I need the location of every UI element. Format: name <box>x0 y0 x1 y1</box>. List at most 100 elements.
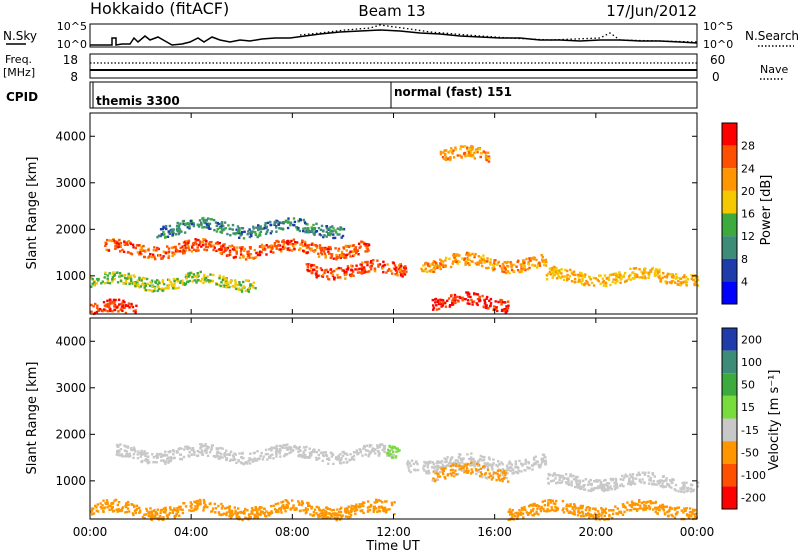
data-cell <box>229 253 232 256</box>
data-cell <box>290 507 293 510</box>
data-cell <box>232 458 235 461</box>
data-cell <box>490 466 494 469</box>
data-cell <box>585 506 588 509</box>
data-cell <box>310 505 314 509</box>
data-cell <box>121 301 124 304</box>
colorbar-tick: 100 <box>741 356 762 369</box>
data-cell <box>468 457 471 461</box>
data-cell <box>341 234 345 238</box>
data-cell <box>463 470 466 474</box>
data-cell <box>250 234 253 238</box>
data-cell <box>590 487 593 490</box>
data-cell <box>470 468 473 471</box>
data-cell <box>229 234 232 237</box>
data-cell <box>398 267 401 271</box>
data-cell <box>309 269 312 273</box>
data-cell <box>345 268 348 271</box>
data-cell <box>670 275 674 279</box>
data-cell <box>489 297 493 301</box>
data-cell <box>134 281 137 284</box>
data-cell <box>169 506 172 509</box>
data-cell <box>460 461 464 464</box>
data-cell <box>392 453 395 456</box>
velocity-colorbar-label: Velocity [m s⁻¹] <box>767 370 782 471</box>
data-cell <box>562 476 565 479</box>
data-cell <box>355 449 359 452</box>
data-cell <box>355 450 358 454</box>
data-cell <box>298 229 302 233</box>
data-cell <box>182 219 185 223</box>
data-cell <box>223 246 227 250</box>
data-cell <box>696 284 700 287</box>
data-cell <box>312 511 316 514</box>
data-cell <box>506 270 510 273</box>
data-cell <box>171 251 174 254</box>
nsearch-tick-top: 10^5 <box>703 20 733 33</box>
data-cell <box>643 481 646 485</box>
data-cell <box>327 227 331 230</box>
data-cell <box>433 466 436 469</box>
data-cell <box>169 456 173 459</box>
data-cell <box>454 254 457 257</box>
data-cell <box>549 273 552 276</box>
data-cell <box>244 279 248 282</box>
data-cell <box>263 507 266 511</box>
data-cell <box>207 224 210 227</box>
data-cell <box>538 264 542 267</box>
data-cell <box>609 283 612 287</box>
data-cell <box>339 514 342 517</box>
data-cell <box>592 514 595 517</box>
data-cell <box>597 280 600 283</box>
data-cell <box>266 452 269 456</box>
data-cell <box>368 450 371 453</box>
data-cell <box>275 226 278 229</box>
data-cell <box>668 483 671 486</box>
data-cell <box>188 227 191 230</box>
data-cell <box>336 256 339 259</box>
data-cell <box>444 156 448 159</box>
data-cell <box>476 462 479 466</box>
data-cell <box>603 487 606 490</box>
data-cell <box>167 450 170 454</box>
data-cell <box>190 222 194 226</box>
data-cell <box>347 245 351 249</box>
data-cell <box>383 263 386 267</box>
data-cell <box>164 251 167 254</box>
data-cell <box>153 246 156 249</box>
data-cell <box>185 277 188 280</box>
data-cell <box>223 512 226 515</box>
data-cell <box>196 279 199 282</box>
data-cell <box>616 486 619 489</box>
data-cell <box>133 448 136 451</box>
data-cell <box>581 279 584 282</box>
data-cell <box>483 465 486 468</box>
data-cell <box>527 504 531 508</box>
data-cell <box>477 460 480 463</box>
colorbar-tick: 50 <box>741 379 755 392</box>
data-cell <box>468 151 471 154</box>
data-cell <box>447 151 450 154</box>
data-cell <box>666 482 669 485</box>
data-cell <box>677 490 680 493</box>
data-cell <box>171 254 174 257</box>
data-cell <box>481 152 484 155</box>
data-cell <box>587 480 591 483</box>
data-cell <box>478 298 481 302</box>
data-cell <box>465 291 468 294</box>
data-cell <box>299 243 302 246</box>
data-cell <box>393 264 397 267</box>
feature-0 <box>90 298 138 316</box>
colorbar-swatch <box>722 213 737 237</box>
data-cell <box>199 240 202 243</box>
data-cell <box>261 458 265 461</box>
data-cell <box>90 303 93 307</box>
nave-label: Nave <box>760 63 788 76</box>
data-cell <box>523 505 526 509</box>
data-cell <box>257 234 261 237</box>
data-cell <box>503 309 506 313</box>
data-cell <box>516 466 520 470</box>
data-cell <box>110 239 114 243</box>
data-cell <box>286 506 289 510</box>
data-cell <box>162 230 165 234</box>
data-cell <box>357 505 360 509</box>
